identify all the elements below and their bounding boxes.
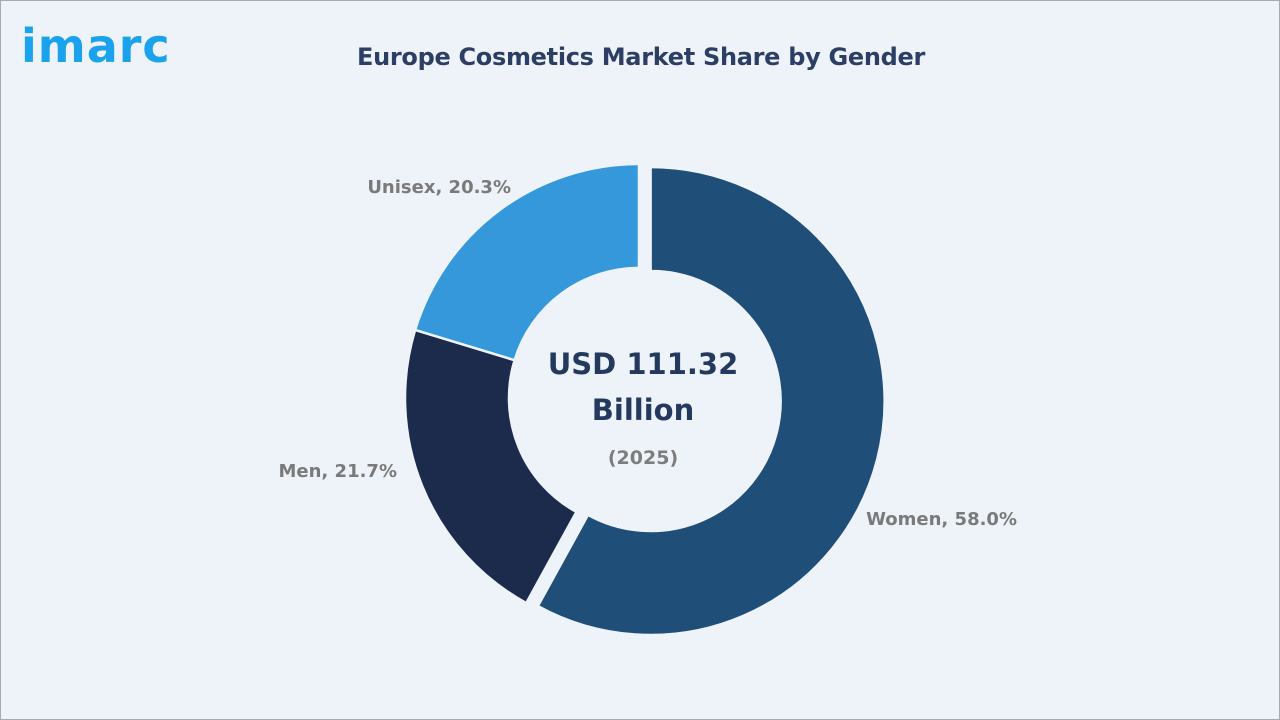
imarc-logo: imarc (21, 19, 171, 73)
center-unit: Billion (592, 393, 694, 427)
label-women: Women, 58.0% (866, 509, 1017, 530)
center-value: USD 111.32 (548, 347, 739, 381)
slice-women (536, 165, 886, 637)
label-men: Men, 21.7% (279, 461, 398, 482)
donut-slices (403, 162, 886, 637)
chart-title: Europe Cosmetics Market Share by Gender (356, 43, 926, 71)
slice-men (403, 328, 579, 605)
label-unisex: Unisex, 20.3% (367, 177, 511, 198)
center-year: (2025) (608, 447, 678, 469)
slice-unisex (413, 162, 641, 362)
